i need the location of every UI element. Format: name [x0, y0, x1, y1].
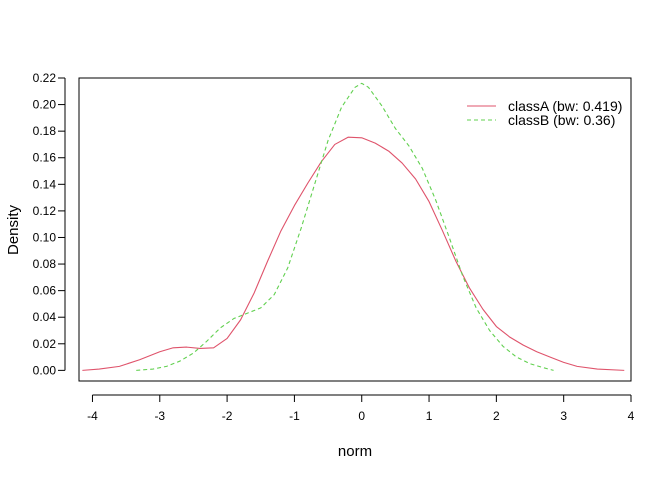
- y-tick-label: 0.12: [33, 204, 57, 218]
- x-tick-label: -3: [154, 409, 165, 423]
- y-tick-label: 0.20: [33, 98, 57, 112]
- y-tick-label: 0.16: [33, 151, 57, 165]
- x-tick-label: 2: [493, 409, 500, 423]
- x-axis: -4 -3 -2 -1 0 1 2 3 4: [87, 394, 635, 423]
- series-line-1: [82, 136, 625, 371]
- legend-label-2: classB (bw: 0.36): [508, 112, 615, 128]
- y-tick-label: 0.00: [33, 363, 57, 377]
- y-axis: 0.00 0.02 0.04 0.06 0.08 0.10 0.12 0.14 0.16 0.18…: [33, 71, 66, 377]
- y-tick-label: 0.22: [33, 71, 57, 85]
- x-tick-label: 0: [358, 409, 365, 423]
- y-tick-label: 0.02: [33, 337, 57, 351]
- y-tick-label: 0.10: [33, 230, 57, 244]
- series-layer: [82, 82, 625, 371]
- y-tick-label: 0.04: [33, 310, 57, 324]
- x-axis-title: norm: [338, 443, 372, 460]
- x-tick-label: -2: [222, 409, 233, 423]
- y-tick-label: 0.08: [33, 257, 57, 271]
- x-tick-label: -1: [289, 409, 300, 423]
- x-tick-label: 3: [560, 409, 567, 423]
- x-tick-label: -4: [87, 409, 98, 423]
- series-line-2: [136, 82, 554, 371]
- legend-label-1: classA (bw: 0.419): [508, 98, 622, 114]
- x-tick-label: 4: [628, 409, 635, 423]
- x-tick-label: 1: [426, 409, 433, 423]
- y-axis-title: Density: [5, 204, 22, 255]
- legend: classA (bw: 0.419)classB (bw: 0.36): [467, 98, 622, 128]
- y-tick-label: 0.06: [33, 284, 57, 298]
- y-tick-label: 0.18: [33, 124, 57, 138]
- plot-box: [78, 77, 632, 382]
- y-tick-label: 0.14: [33, 177, 57, 191]
